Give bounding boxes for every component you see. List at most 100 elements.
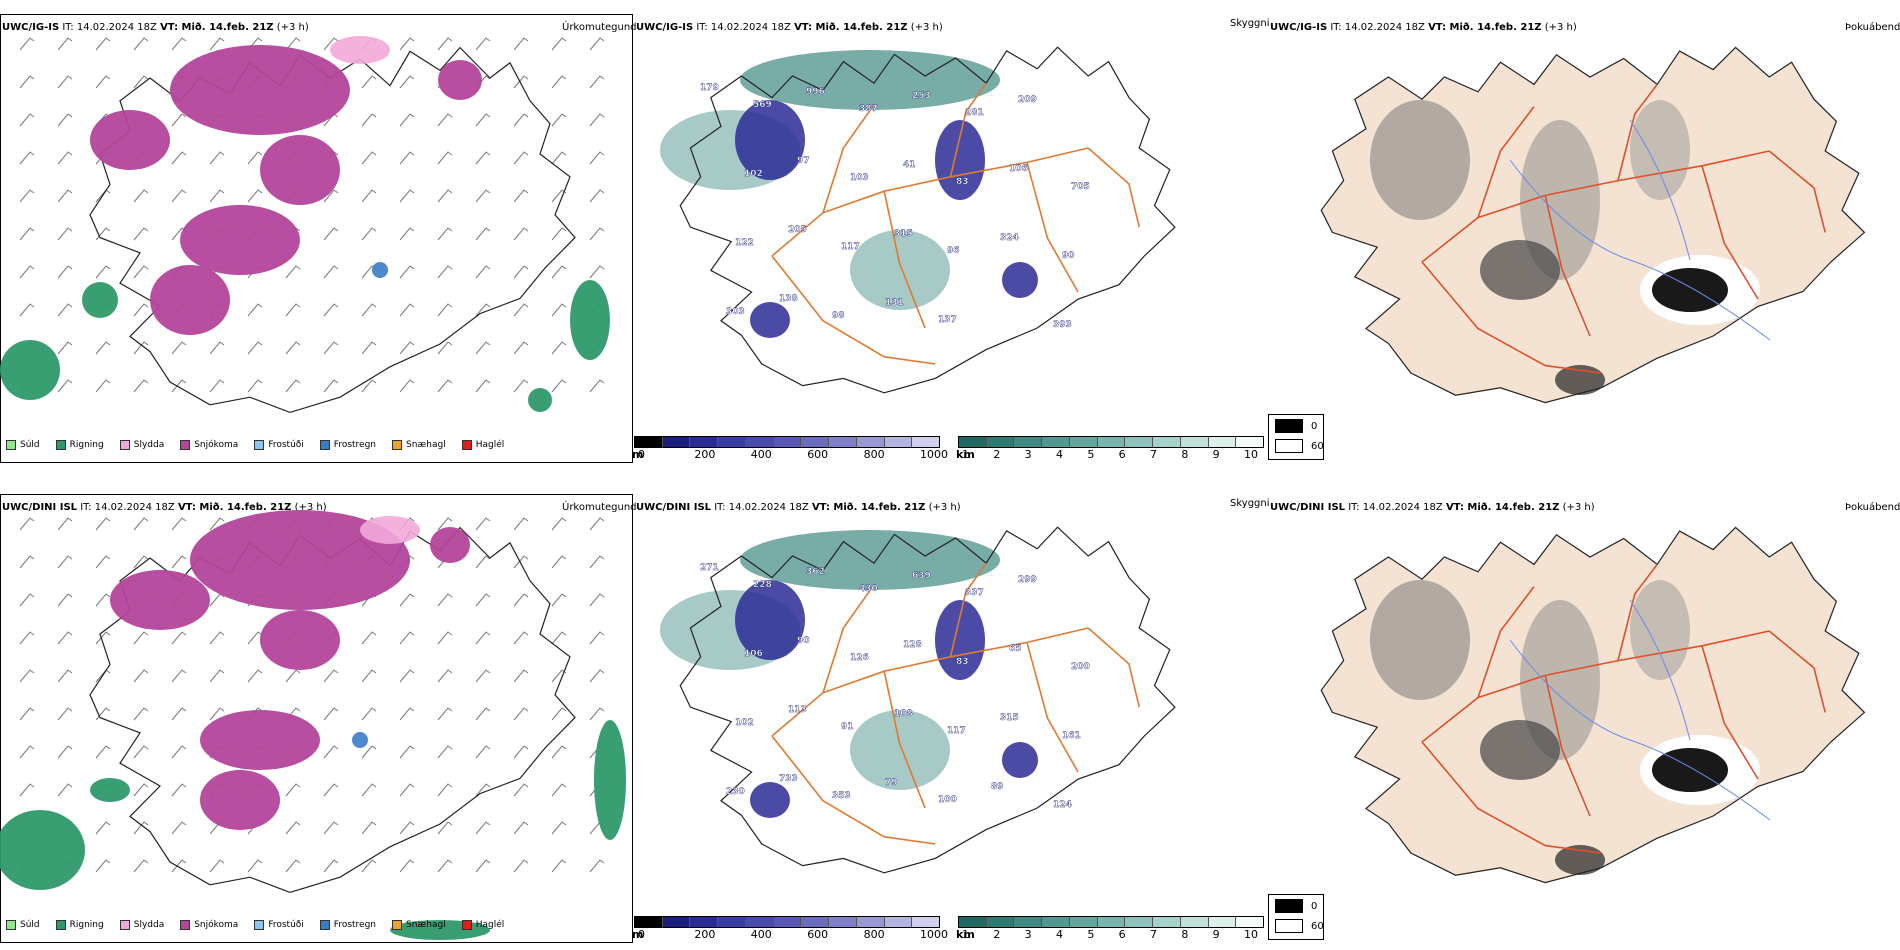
precip-legend-item: Snjókoma <box>180 440 238 450</box>
wind-barb <box>57 555 73 569</box>
cloud-base-label: 281 <box>965 108 984 118</box>
model-name: UWC/IG-IS <box>1270 22 1328 33</box>
wind-barb <box>437 379 453 393</box>
precip-title-bottom: Úrkomutegund <box>562 502 637 513</box>
colorbar-segment <box>1069 437 1098 447</box>
valid-time: VT: Mið. 14.feb. 21Z <box>1445 502 1560 513</box>
cloud-base-label: 91 <box>841 722 854 732</box>
precip-legend-item: Súld <box>6 440 40 450</box>
precip-legend-item: Snæhagl <box>392 920 446 930</box>
wind-barb <box>209 37 225 51</box>
wind-barb <box>95 593 111 607</box>
legend-swatch <box>319 440 330 450</box>
lead-time: (+3 h) <box>1562 502 1595 513</box>
fog-legend-label: 60 <box>1311 920 1324 932</box>
wind-barb <box>171 517 187 531</box>
wind-barb <box>399 669 415 683</box>
init-time: IT: 14.02.2024 18Z <box>1348 502 1443 513</box>
init-time: IT: 14.02.2024 18Z <box>696 22 791 33</box>
road-line <box>822 104 875 214</box>
fog-swatch <box>1275 419 1303 433</box>
legend-label: Slydda <box>133 440 165 450</box>
wind-barb <box>589 631 605 645</box>
wind-barb <box>19 227 35 241</box>
wind-barb <box>437 189 453 203</box>
wind-barb <box>171 341 187 355</box>
wind-barb <box>57 113 73 127</box>
precip-legend-item: Haglél <box>461 440 504 450</box>
cloud-base-label: 569 <box>753 100 772 110</box>
colorbar-segment <box>912 917 940 927</box>
legend-label: Frostúði <box>268 920 304 930</box>
wind-barb <box>513 151 529 165</box>
cloud-base-label: 117 <box>947 726 966 736</box>
precip-legend-item: Frostregn <box>319 440 376 450</box>
wind-barb <box>475 151 491 165</box>
wind-barb <box>171 37 187 51</box>
fog-header-bottom: UWC/DINI ISL IT: 14.02.2024 18Z VT: Mið.… <box>1270 502 1595 513</box>
wind-barb <box>513 669 529 683</box>
precip-legend-item: Snjókoma <box>180 920 238 930</box>
sleet-area <box>360 516 420 544</box>
wind-barb <box>323 37 339 51</box>
wind-barb <box>513 189 529 203</box>
cloud-base-label: 230 <box>726 787 745 797</box>
wind-barb <box>589 379 605 393</box>
cloud-base-label: 996 <box>806 87 825 97</box>
wind-barb <box>171 669 187 683</box>
model-name: UWC/DINI ISL <box>2 502 78 513</box>
road-line <box>1087 627 1140 708</box>
colorbar-segment <box>773 437 802 447</box>
cloud-base-label: 303 <box>726 307 745 317</box>
wind-barb <box>171 707 187 721</box>
road-line <box>883 671 926 809</box>
wind-barb <box>19 75 35 89</box>
wind-barb <box>399 631 415 645</box>
road-line <box>1617 563 1658 661</box>
wind-barb <box>95 379 111 393</box>
wind-barb <box>57 75 73 89</box>
wind-barb <box>513 555 529 569</box>
wind-barb <box>437 227 453 241</box>
wind-barb <box>57 151 73 165</box>
wind-barb <box>133 631 149 645</box>
colorbar-segment <box>1097 917 1126 927</box>
wind-barb <box>551 113 567 127</box>
low-cloud-area <box>750 302 790 338</box>
cloud-base-label: 315 <box>1000 713 1019 723</box>
cloud-base-label: 228 <box>753 580 772 590</box>
wind-barb <box>323 227 339 241</box>
wind-barb <box>551 75 567 89</box>
wind-barb <box>437 341 453 355</box>
wind-barb <box>323 859 339 873</box>
cloud-base-tick: 400 <box>750 928 772 941</box>
wind-barb <box>437 669 453 683</box>
road-line <box>771 627 1089 737</box>
cloud-base-tick: 200 <box>694 928 716 941</box>
legend-label: Snæhagl <box>406 920 446 930</box>
road-line <box>1421 261 1602 374</box>
wind-barb <box>551 517 567 531</box>
colorbar-segment <box>1125 437 1154 447</box>
legend-swatch <box>319 920 330 930</box>
wind-barb <box>19 631 35 645</box>
visibility-tick: 3 <box>1024 928 1032 941</box>
visibility-tick: 1 <box>962 448 969 461</box>
precip-legend-item: Frostúði <box>254 440 304 450</box>
colorbar-segment <box>1014 437 1043 447</box>
cloud-base-label: 106 <box>744 649 763 659</box>
fog-gradient <box>1630 100 1690 200</box>
fog-gradient <box>1630 580 1690 680</box>
wind-barb <box>475 631 491 645</box>
colorbar-segment <box>1153 917 1181 927</box>
lead-time: (+3 h) <box>294 502 327 513</box>
low-cloud-area <box>1002 742 1038 778</box>
low-visibility-area <box>850 230 950 310</box>
wind-barb <box>513 303 529 317</box>
cloud-base-label: 102 <box>744 169 763 179</box>
wind-barb <box>209 379 225 393</box>
legend-swatch <box>392 440 403 450</box>
snow-area <box>430 527 470 563</box>
legend-swatch <box>119 440 130 450</box>
visibility-unit: km <box>956 448 975 461</box>
